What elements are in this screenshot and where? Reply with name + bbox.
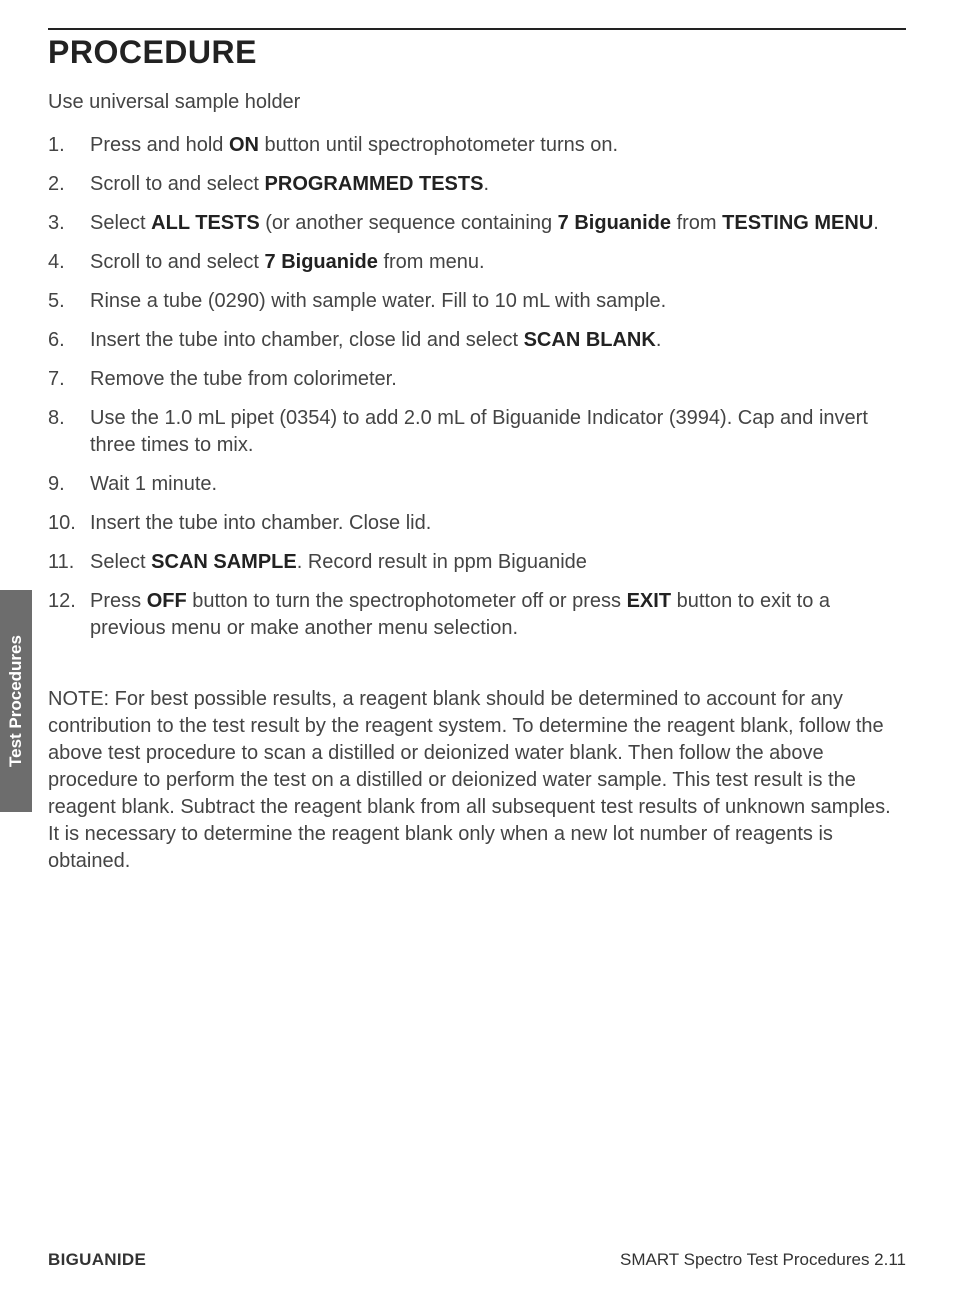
section-title: PROCEDURE — [48, 34, 906, 71]
intro-text: Use universal sample holder — [48, 91, 906, 114]
step-bold: SCAN BLANK — [524, 329, 656, 351]
step-bold: OFF — [147, 590, 187, 612]
step-10: Insert the tube into chamber. Close lid. — [48, 510, 906, 537]
step-text: . — [483, 173, 489, 195]
step-2: Scroll to and select PROGRAMMED TESTS. — [48, 171, 906, 198]
step-text: button to turn the spectrophotometer off… — [187, 590, 627, 612]
step-text: Press and hold — [90, 134, 229, 156]
step-text: button until spectrophotometer turns on. — [259, 134, 618, 156]
step-text: Select — [90, 551, 151, 573]
step-text: from menu. — [378, 251, 485, 273]
footer-right: SMART Spectro Test Procedures 2.11 — [620, 1250, 906, 1270]
step-bold: ON — [229, 134, 259, 156]
footer-left: BIGUANIDE — [48, 1250, 146, 1270]
step-5: Rinse a tube (0290) with sample water. F… — [48, 288, 906, 315]
step-9: Wait 1 minute. — [48, 471, 906, 498]
page-footer: BIGUANIDE SMART Spectro Test Procedures … — [48, 1250, 906, 1270]
step-text: . — [656, 329, 662, 351]
step-bold: ALL TESTS — [151, 212, 260, 234]
step-text: Insert the tube into chamber, close lid … — [90, 329, 524, 351]
note-paragraph: NOTE: For best possible results, a reage… — [48, 686, 906, 875]
step-text: Remove the tube from colorimeter. — [90, 368, 397, 390]
step-text: Use the 1.0 mL pipet (0354) to add 2.0 m… — [90, 407, 868, 456]
procedure-steps: Press and hold ON button until spectroph… — [48, 132, 906, 642]
step-bold: 7 Biguanide — [265, 251, 378, 273]
step-12: Press OFF button to turn the spectrophot… — [48, 588, 906, 642]
step-text: Scroll to and select — [90, 173, 265, 195]
step-text: from — [671, 212, 722, 234]
step-text: Wait 1 minute. — [90, 473, 217, 495]
step-4: Scroll to and select 7 Biguanide from me… — [48, 249, 906, 276]
side-tab: Test Procedures — [0, 590, 32, 812]
step-8: Use the 1.0 mL pipet (0354) to add 2.0 m… — [48, 405, 906, 459]
step-bold: EXIT — [627, 590, 671, 612]
step-1: Press and hold ON button until spectroph… — [48, 132, 906, 159]
step-7: Remove the tube from colorimeter. — [48, 366, 906, 393]
step-bold: PROGRAMMED TESTS — [265, 173, 484, 195]
step-text: Select — [90, 212, 151, 234]
step-bold: 7 Biguanide — [558, 212, 671, 234]
step-11: Select SCAN SAMPLE. Record result in ppm… — [48, 549, 906, 576]
step-bold: SCAN SAMPLE — [151, 551, 297, 573]
step-text: Rinse a tube (0290) with sample water. F… — [90, 290, 666, 312]
step-bold: TESTING MENU — [722, 212, 873, 234]
step-6: Insert the tube into chamber, close lid … — [48, 327, 906, 354]
step-text: . — [873, 212, 879, 234]
step-text: (or another sequence containing — [260, 212, 558, 234]
step-text: Scroll to and select — [90, 251, 265, 273]
step-3: Select ALL TESTS (or another sequence co… — [48, 210, 906, 237]
step-text: Insert the tube into chamber. Close lid. — [90, 512, 431, 534]
step-text: . Record result in ppm Biguanide — [297, 551, 587, 573]
step-text: Press — [90, 590, 147, 612]
top-rule — [48, 28, 906, 30]
